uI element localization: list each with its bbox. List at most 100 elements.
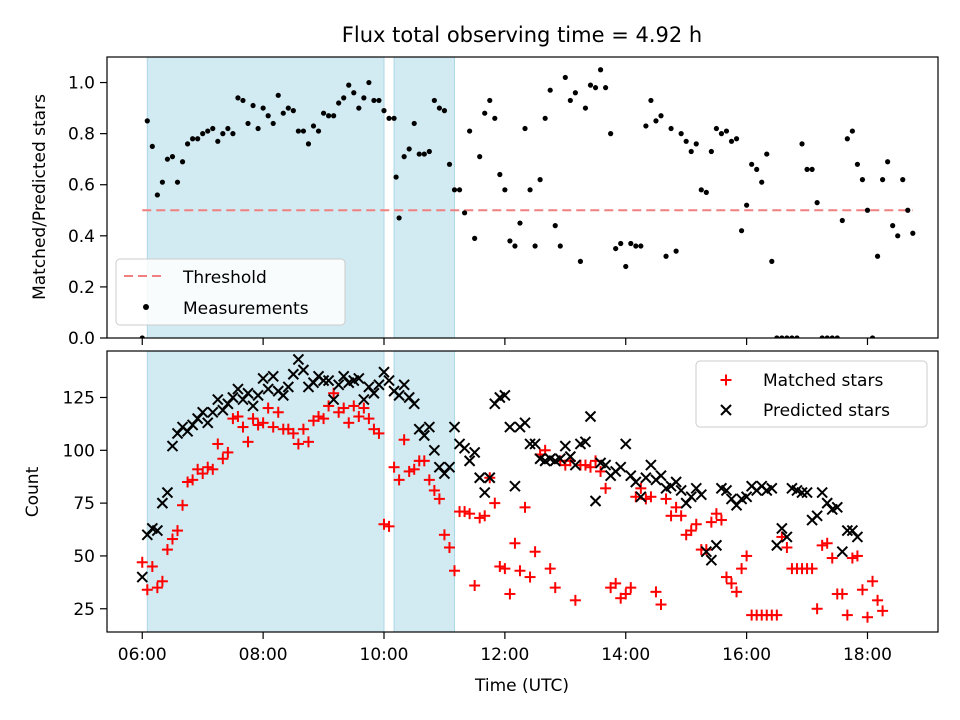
predicted-star-point [448, 421, 461, 433]
y-tick-label: 75 [73, 494, 95, 514]
measurement-point [235, 95, 241, 101]
top-x-ticks [141, 338, 869, 345]
predicted-star-point [675, 484, 687, 497]
shaded-interval-0 [146, 351, 385, 632]
measurement-point [159, 179, 165, 185]
measurement-point [738, 228, 745, 234]
bottom-panel: 25 50 75 100 125 06:00 08:00 10:00 12:00 14:00 16… [23, 350, 939, 696]
matched-star-point [297, 423, 309, 435]
matched-star-point [302, 436, 314, 448]
bottom-x-axis: 06:00 08:00 10:00 12:00 14:00 16:00 18:00 [118, 632, 892, 665]
measurement-point [356, 105, 362, 111]
matched-star-point [438, 529, 450, 541]
measurement-point [698, 187, 704, 193]
matched-star-point [685, 525, 697, 537]
predicted-star-point [579, 436, 592, 448]
measurement-point [502, 187, 508, 193]
matched-star-point [670, 501, 682, 513]
matched-star-point [625, 582, 637, 594]
matched-star-point [197, 468, 209, 480]
matched-star-point [710, 508, 722, 520]
legend-measurements-swatch [143, 304, 149, 310]
matched-star-point [313, 410, 325, 422]
predicted-star-point [615, 461, 627, 473]
measurement-point [477, 154, 483, 160]
matched-star-point [318, 413, 330, 425]
measurement-point [144, 118, 150, 124]
matched-star-point [378, 518, 390, 530]
matched-star-point [595, 465, 607, 477]
matched-star-point [242, 436, 254, 448]
predicted-star-point [559, 440, 572, 452]
matched-star-point [584, 461, 596, 473]
matched-star-point [741, 550, 753, 562]
matched-star-point [660, 493, 672, 505]
predicted-star-point [277, 389, 289, 402]
matched-star-point [182, 476, 194, 488]
legend-matched-swatch [720, 374, 732, 386]
measurement-point [900, 177, 906, 183]
predicted-star-point [166, 440, 179, 452]
matched-star-point [846, 552, 858, 564]
measurement-point [341, 95, 347, 101]
predicted-star-point [473, 472, 486, 484]
y-tick-label: 0.0 [68, 329, 95, 349]
predicted-star-point [378, 366, 390, 378]
matched-star-point [821, 537, 833, 549]
matched-star-point [262, 402, 274, 414]
measurement-point [885, 159, 891, 165]
measurement-point [859, 177, 866, 183]
matched-star-point [353, 410, 365, 422]
predicted-star-point [327, 393, 340, 406]
matched-star-point [872, 594, 884, 606]
top-legend: Threshold Measurements [115, 258, 346, 326]
matched-star-point [141, 584, 153, 596]
predicted-star-point [383, 374, 395, 387]
matched-star-point [459, 506, 471, 518]
predicted-star-point [463, 455, 476, 467]
predicted-star-point [443, 461, 456, 473]
predicted-star-point [670, 476, 682, 488]
measurement-point [668, 125, 674, 132]
matched-star-point [726, 577, 738, 589]
measurement-point [618, 240, 624, 247]
chart-title: Flux total observing time = 4.92 h [342, 23, 702, 47]
measurement-point [275, 92, 281, 98]
measurement-point [814, 200, 820, 206]
predicted-star-point [811, 510, 823, 522]
predicted-star-point [196, 406, 209, 418]
matched-star-point [408, 463, 420, 475]
predicted-star-point [292, 353, 305, 366]
matched-star-point [836, 588, 848, 600]
measurement-point [381, 108, 387, 114]
predicted-star-point [766, 482, 778, 495]
shaded-interval-1 [393, 57, 456, 338]
measurement-point [522, 125, 528, 132]
predicted-star-point [796, 486, 808, 499]
predicted-star-point [262, 383, 274, 395]
predicted-star-point [645, 459, 657, 471]
matched-star-point [393, 474, 405, 486]
matched-star-point [433, 493, 445, 505]
measurement-point [693, 141, 699, 147]
measurement-point [336, 100, 342, 106]
predicted-stars-points [136, 353, 864, 583]
x-axis-label: Time (UTC) [474, 676, 569, 696]
matched-star-point [781, 541, 793, 553]
shaded-interval-1 [393, 351, 456, 632]
predicted-star-point [202, 417, 214, 429]
matched-star-point [856, 584, 868, 596]
measurement-point [728, 138, 735, 144]
y-tick-label: 0.8 [68, 125, 95, 145]
measurement-point [628, 240, 634, 247]
x-tick-label: 06:00 [118, 645, 167, 665]
matched-star-point [338, 402, 350, 414]
measurement-point [240, 97, 246, 104]
y-tick-label: 125 [63, 388, 95, 408]
matched-star-point [509, 537, 521, 549]
measurement-point [421, 151, 427, 157]
matched-star-point [600, 482, 612, 494]
measurement-point [446, 161, 453, 167]
measurement-point [718, 131, 725, 137]
measurement-point [572, 90, 578, 96]
